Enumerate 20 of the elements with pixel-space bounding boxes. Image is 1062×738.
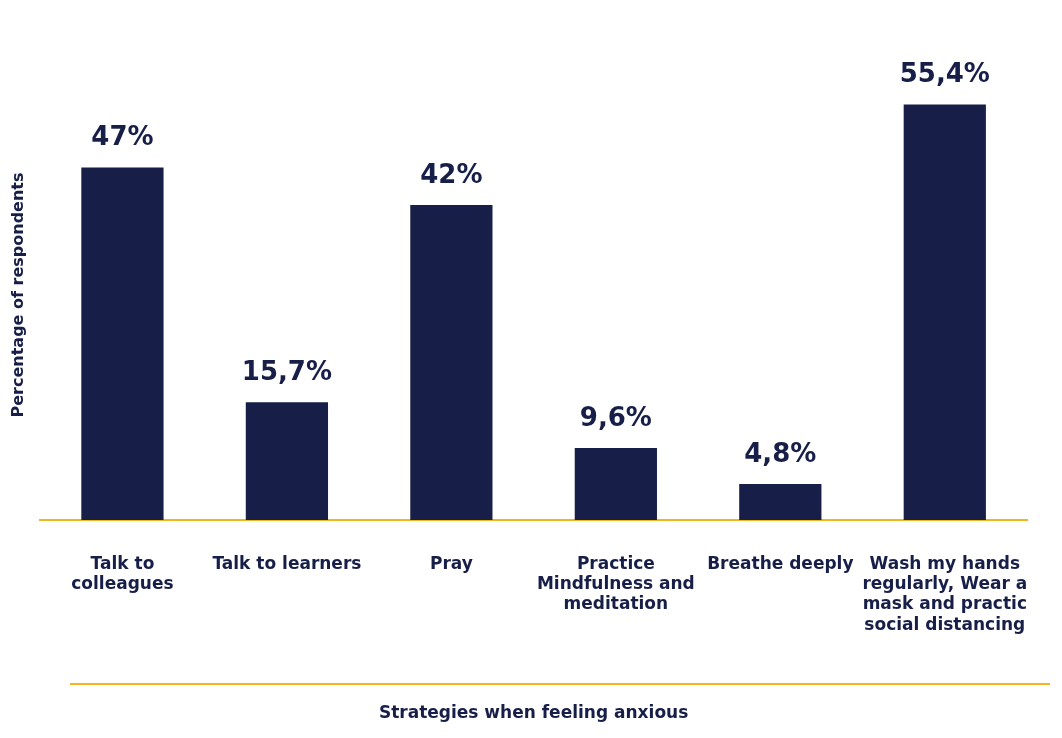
x-tick-label: Wash my hands regularly, Wear a mask and practic social distancing bbox=[862, 552, 1028, 634]
data-label: 4,8% bbox=[744, 437, 817, 468]
x-tick-label: Talk to learners bbox=[212, 552, 362, 573]
bar bbox=[81, 167, 164, 520]
x-axis-title: Strategies when feeling anxious bbox=[378, 702, 689, 723]
bar bbox=[574, 448, 657, 520]
bar bbox=[245, 402, 329, 520]
bar bbox=[739, 484, 822, 520]
data-label: 9,6% bbox=[579, 401, 652, 432]
x-tick-label: Practice Mindfulness and meditation bbox=[536, 552, 695, 614]
data-label: 15,7% bbox=[241, 356, 333, 386]
bar bbox=[410, 205, 493, 520]
x-tick-label: Breathe deeply bbox=[707, 552, 854, 573]
data-label: 55,4% bbox=[899, 58, 990, 89]
bar bbox=[903, 104, 986, 520]
data-label: 47% bbox=[91, 121, 154, 152]
y-axis-title: Percentage of respondents bbox=[7, 172, 27, 418]
data-label: 42% bbox=[420, 158, 483, 189]
x-tick-label: Talk to colleagues bbox=[71, 552, 174, 594]
x-tick-label: Pray bbox=[429, 552, 473, 573]
